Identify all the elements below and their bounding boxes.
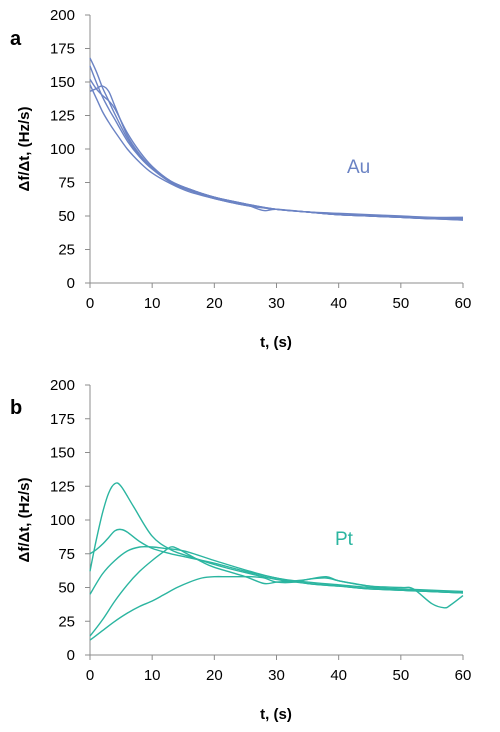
x-tick-label: 50 [392,295,409,312]
ticks-a: 0 25 50 75 100 125 150 175 200 0 10 20 30 40 50 60 [50,7,471,312]
y-tick-label: 50 [58,208,75,225]
series-line-a-5 [89,84,464,221]
series-line-b-2 [89,528,464,594]
x-tick-label: 60 [455,295,472,312]
series-group-b [89,482,464,641]
x-tick-label: 30 [268,667,285,684]
y-tick-label: 200 [50,377,75,394]
series-label-pt: Pt [335,529,354,550]
x-tick-label: 10 [144,667,161,684]
y-tick-label: 75 [58,175,75,192]
panel-label-a: a [10,28,22,50]
x-tick-label: 0 [86,667,94,684]
y-axis-label-a: Δf/Δt, (Hz/s) [16,107,33,192]
panel-a: a 0 25 50 75 100 125 150 175 200 0 10 20 30 40 50 60 Au… [10,7,471,351]
x-tick-label: 10 [144,295,161,312]
y-tick-label: 125 [50,108,75,125]
y-tick-label: 25 [58,242,75,259]
x-axis-label-a: t, (s) [260,334,292,351]
series-group-a [89,57,464,221]
panel-b: b 0 25 50 75 100 125 150 175 200 0 10 20 30 40 50 60 Pt… [10,377,471,723]
x-tick-label: 60 [455,667,472,684]
x-tick-label: 20 [206,295,223,312]
y-tick-label: 25 [58,613,75,630]
y-tick-label: 125 [50,478,75,495]
x-tick-label: 0 [86,295,94,312]
y-tick-label: 75 [58,546,75,563]
x-tick-label: 30 [268,295,285,312]
y-axis-label-b: Δf/Δt, (Hz/s) [16,478,33,563]
y-tick-label: 175 [50,41,75,58]
series-line-b-3 [89,545,464,595]
x-tick-label: 40 [330,295,347,312]
series-line-a-3 [89,78,464,220]
y-tick-label: 50 [58,580,75,597]
x-tick-label: 20 [206,667,223,684]
y-tick-label: 0 [67,647,75,664]
y-tick-label: 100 [50,512,75,529]
y-tick-label: 200 [50,7,75,24]
series-line-a-1 [89,57,464,221]
y-tick-label: 150 [50,445,75,462]
panel-label-b: b [10,397,22,419]
ticks-b: 0 25 50 75 100 125 150 175 200 0 10 20 30 40 50 60 [50,377,471,684]
series-line-b-5 [89,575,464,641]
x-tick-label: 50 [392,667,409,684]
series-line-a-4 [89,85,464,219]
series-line-a-2 [89,65,464,220]
x-tick-label: 40 [330,667,347,684]
series-label-au: Au [347,157,370,178]
y-tick-label: 175 [50,411,75,428]
y-tick-label: 100 [50,141,75,158]
y-tick-label: 150 [50,74,75,91]
y-tick-label: 0 [67,275,75,292]
series-line-b-4 [89,546,464,637]
series-line-b-1 [89,482,464,594]
x-axis-label-b: t, (s) [260,706,292,723]
